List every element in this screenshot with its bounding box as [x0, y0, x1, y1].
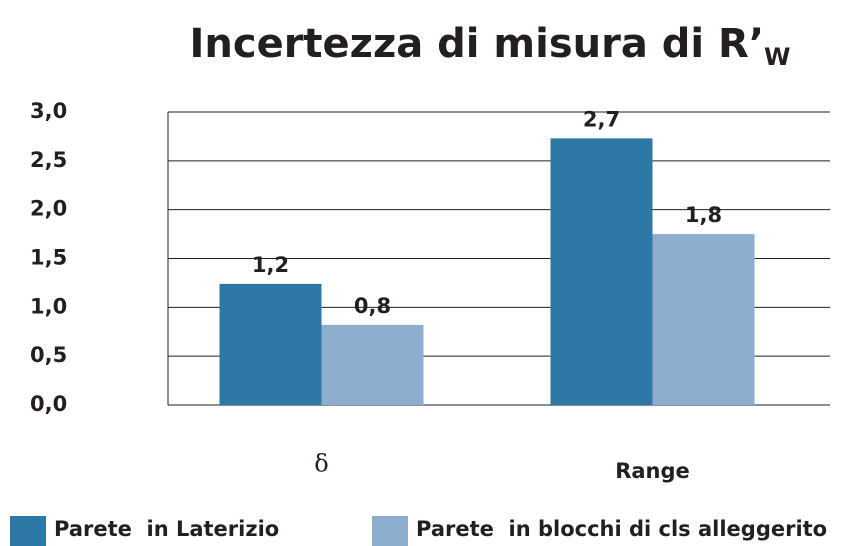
bar: [652, 234, 755, 405]
y-tick-label: 2,5: [30, 148, 67, 172]
title-main: Incertezza di misura di R’: [190, 21, 765, 67]
value-label: 2,7: [583, 107, 620, 131]
x-tick-label: δ: [314, 450, 328, 478]
y-tick-label: 1,5: [30, 246, 67, 270]
legend-swatch: [372, 516, 408, 546]
legend-swatch: [10, 516, 46, 546]
title-subscript: W: [764, 43, 790, 71]
bar: [219, 283, 322, 405]
x-tick-label: Range: [615, 459, 690, 483]
y-tick-label: 0,0: [30, 392, 67, 416]
y-tick-label: 3,0: [30, 99, 67, 123]
legend-label: Parete in Laterizio: [54, 517, 279, 541]
chart-title: Incertezza di misura di R’W: [190, 21, 791, 71]
y-tick-label: 2,0: [30, 197, 67, 221]
y-tick-label: 0,5: [30, 343, 67, 367]
value-label: 1,8: [685, 203, 722, 227]
value-label: 1,2: [252, 253, 289, 277]
bar: [550, 138, 653, 405]
legend-label: Parete in blocchi di cls alleggerito: [416, 517, 827, 541]
value-label: 0,8: [354, 294, 391, 318]
bar: [321, 324, 424, 405]
y-tick-label: 1,0: [30, 294, 67, 318]
